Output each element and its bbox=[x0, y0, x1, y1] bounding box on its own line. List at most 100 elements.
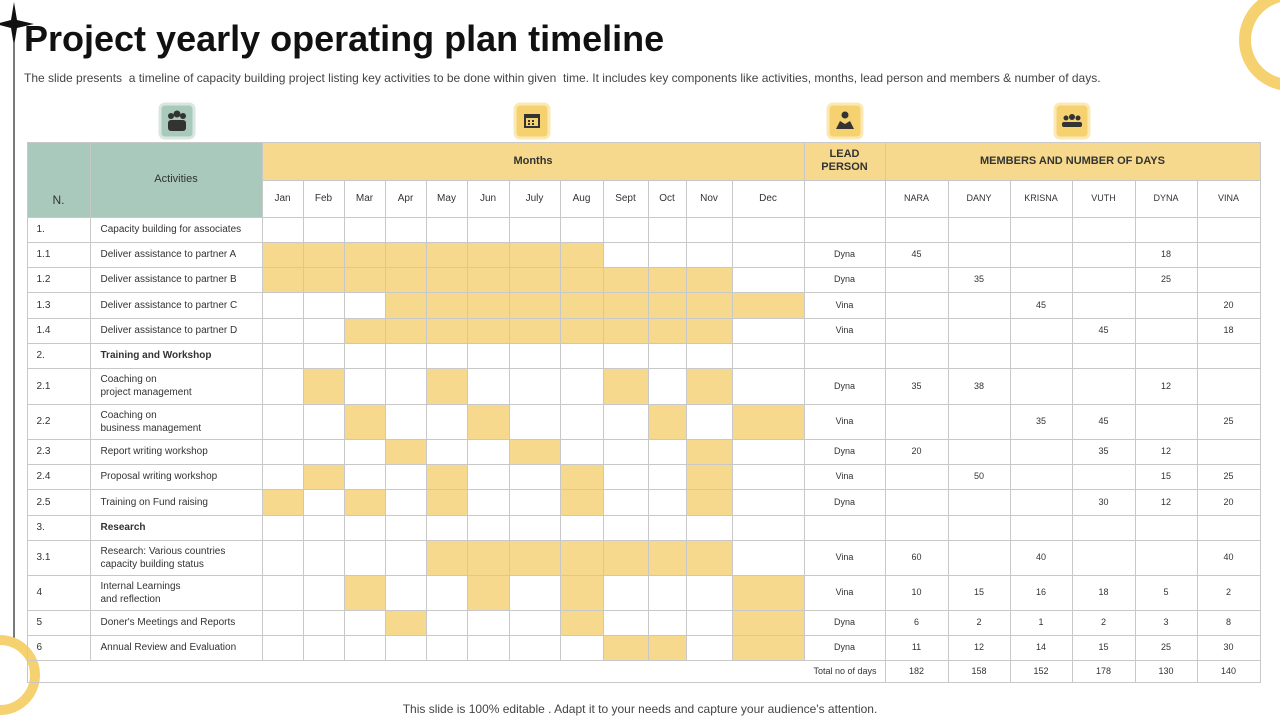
days bbox=[947, 216, 1011, 243]
days: 30 bbox=[1071, 488, 1136, 516]
days: 35 bbox=[1009, 403, 1073, 440]
month-cell bbox=[508, 463, 561, 490]
month-cell bbox=[602, 514, 649, 541]
month-cell bbox=[425, 514, 468, 541]
days bbox=[947, 291, 1011, 319]
member-header: KRISNA bbox=[1009, 179, 1073, 218]
days: 45 bbox=[884, 241, 949, 268]
lead-person: Dyna bbox=[803, 488, 886, 516]
arc bbox=[1239, 0, 1280, 90]
month-cell bbox=[647, 488, 687, 516]
month-cell bbox=[425, 291, 468, 319]
days: 18 bbox=[1071, 574, 1136, 611]
row-number: 6 bbox=[26, 634, 91, 661]
month-cell bbox=[261, 291, 304, 319]
days: 35 bbox=[1071, 438, 1136, 465]
month-cell bbox=[559, 514, 604, 541]
month-cell bbox=[559, 574, 604, 611]
month-cell bbox=[508, 514, 561, 541]
activity: Coaching on business management bbox=[89, 403, 263, 440]
month-cell bbox=[685, 488, 733, 516]
month-cell bbox=[261, 609, 304, 636]
month-cell bbox=[685, 463, 733, 490]
month-cell bbox=[685, 634, 733, 661]
month-cell bbox=[466, 317, 510, 344]
month-cell bbox=[384, 317, 427, 344]
month-cell bbox=[602, 574, 649, 611]
activity: Research bbox=[89, 514, 263, 541]
month-cell bbox=[425, 488, 468, 516]
month-cell bbox=[731, 403, 805, 440]
month-cell bbox=[602, 463, 649, 490]
activity: Capacity building for associates bbox=[89, 216, 263, 243]
month-cell bbox=[425, 634, 468, 661]
month-cell bbox=[685, 609, 733, 636]
days bbox=[1071, 342, 1136, 369]
month-cell bbox=[685, 266, 733, 293]
month-cell bbox=[647, 634, 687, 661]
month-cell bbox=[647, 317, 687, 344]
month-cell bbox=[343, 266, 386, 293]
days bbox=[1196, 514, 1261, 541]
month-cell bbox=[559, 367, 604, 405]
row-number: 2.2 bbox=[26, 403, 91, 440]
days: 60 bbox=[884, 539, 949, 576]
days bbox=[884, 291, 949, 319]
days bbox=[1196, 342, 1261, 369]
month-cell bbox=[559, 291, 604, 319]
month-cell bbox=[384, 463, 427, 490]
month-cell bbox=[559, 317, 604, 344]
month-cell bbox=[466, 539, 510, 576]
month-cell bbox=[559, 438, 604, 465]
days: 1 bbox=[1009, 609, 1073, 636]
days: 16 bbox=[1009, 574, 1073, 611]
month-cell bbox=[685, 317, 733, 344]
month-cell bbox=[508, 403, 561, 440]
month-cell bbox=[685, 216, 733, 243]
month-cell bbox=[647, 342, 687, 369]
days: 12 bbox=[1134, 438, 1198, 465]
month-cell bbox=[731, 539, 805, 576]
month-cell bbox=[647, 403, 687, 440]
month-cell bbox=[602, 317, 649, 344]
month-header: Jun bbox=[466, 179, 510, 218]
month-cell bbox=[559, 342, 604, 369]
days bbox=[884, 342, 949, 369]
month-cell bbox=[685, 438, 733, 465]
days bbox=[1071, 241, 1136, 268]
days bbox=[1196, 241, 1261, 268]
month-cell bbox=[261, 574, 304, 611]
days bbox=[884, 488, 949, 516]
month-cell bbox=[466, 216, 510, 243]
total: 182 bbox=[884, 659, 949, 683]
month-cell bbox=[559, 266, 604, 293]
month-cell bbox=[425, 438, 468, 465]
title: Project yearly operating plan timeline bbox=[24, 18, 665, 59]
activity: Annual Review and Evaluation bbox=[89, 634, 263, 661]
month-cell bbox=[559, 403, 604, 440]
month-cell bbox=[602, 291, 649, 319]
total: 152 bbox=[1009, 659, 1073, 683]
days: 12 bbox=[947, 634, 1011, 661]
days: 30 bbox=[1196, 634, 1261, 661]
days bbox=[1071, 291, 1136, 319]
lead-person bbox=[803, 342, 886, 369]
lead-person: Vina bbox=[803, 574, 886, 611]
icon bbox=[513, 102, 551, 140]
days: 15 bbox=[1134, 463, 1198, 490]
month-cell bbox=[261, 367, 304, 405]
days bbox=[947, 514, 1011, 541]
month-cell bbox=[384, 216, 427, 243]
activity: Doner's Meetings and Reports bbox=[89, 609, 263, 636]
month-cell bbox=[302, 539, 345, 576]
month-cell bbox=[602, 539, 649, 576]
month-cell bbox=[302, 266, 345, 293]
month-cell bbox=[647, 367, 687, 405]
month-cell bbox=[384, 574, 427, 611]
activity: Training and Workshop bbox=[89, 342, 263, 369]
month-cell bbox=[302, 403, 345, 440]
month-cell bbox=[425, 342, 468, 369]
days bbox=[1009, 514, 1073, 541]
month-cell bbox=[466, 438, 510, 465]
month-cell bbox=[685, 403, 733, 440]
